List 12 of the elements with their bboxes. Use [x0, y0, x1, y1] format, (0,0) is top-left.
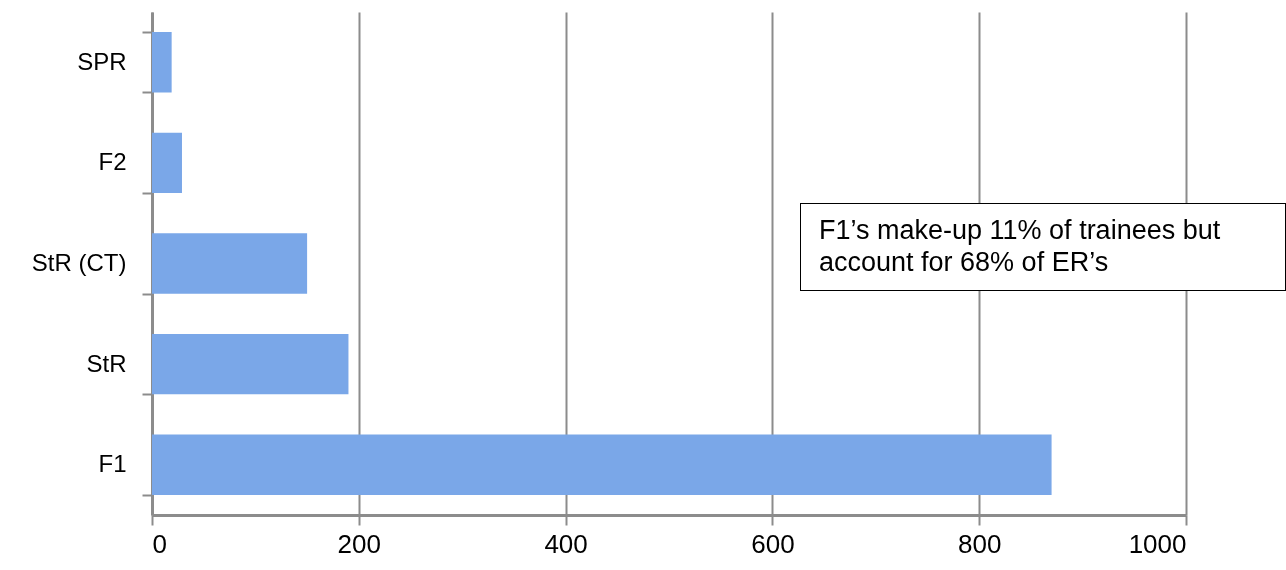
- y-tick-label: StR: [86, 349, 127, 377]
- x-tick-label: 0: [152, 528, 167, 559]
- x-tick-label: 600: [751, 528, 795, 559]
- y-tick-label: SPR: [77, 47, 127, 75]
- x-tick-label: 400: [544, 528, 588, 559]
- y-tick-label: F2: [98, 148, 127, 176]
- x-tick-label: 800: [958, 528, 1002, 559]
- y-tick-label: F1: [98, 450, 127, 478]
- x-tick-label: 1000: [1128, 528, 1187, 559]
- annotation: F1’s make-up 11% of trainees but account for 68% of ER’s: [800, 203, 1286, 291]
- y-tick-label: StR (CT): [31, 249, 127, 276]
- x-tick-label: 200: [337, 528, 381, 559]
